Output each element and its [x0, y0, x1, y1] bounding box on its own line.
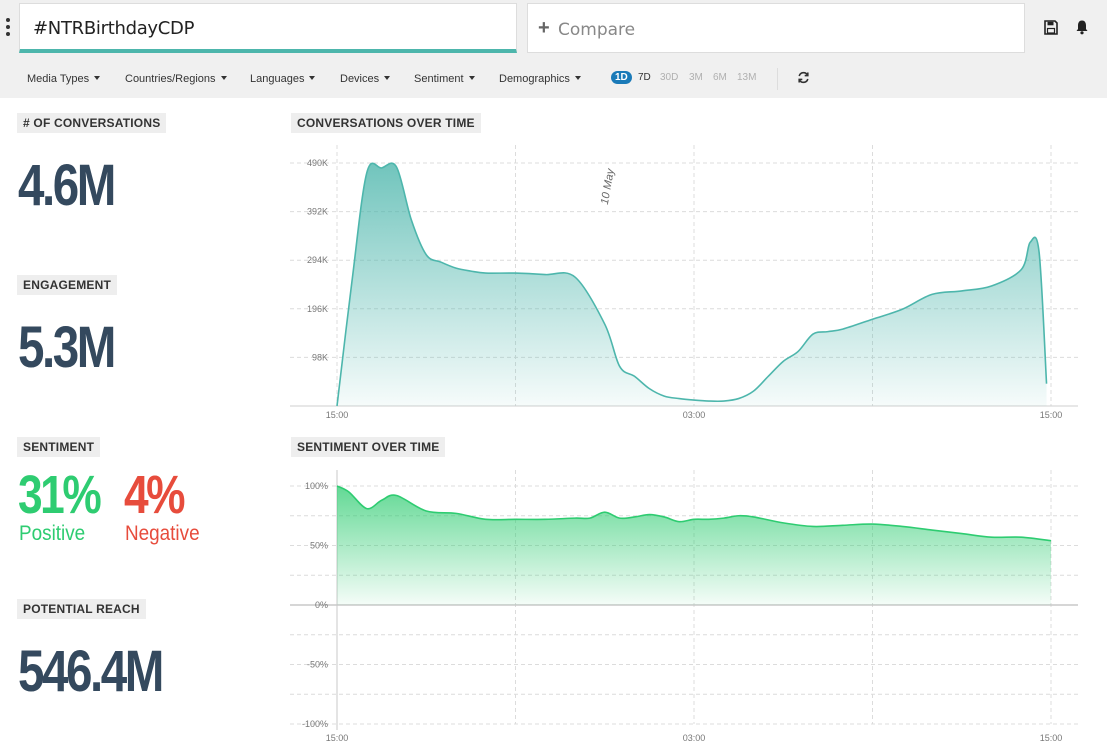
- caret-down-icon: [220, 76, 227, 80]
- positive-value: 31%: [18, 465, 102, 525]
- filter-languages[interactable]: Languages: [250, 73, 316, 85]
- x-tick-label: 15:00: [326, 733, 349, 743]
- refresh-icon[interactable]: [797, 71, 810, 84]
- engagement-label: ENGAGEMENT: [17, 275, 118, 295]
- x-tick-label: 15:00: [1040, 410, 1063, 420]
- filter-countries-regions[interactable]: Countries/Regions: [125, 73, 227, 85]
- sentiment-chart: 100% 50% 0% -50% -100% 15:00 03:00 15:00: [290, 470, 1078, 743]
- conversations-label: # OF CONVERSATIONS: [17, 113, 167, 133]
- x-tick-label: 03:00: [683, 410, 706, 420]
- filter-label: Sentiment: [414, 73, 464, 85]
- conversations-chart-title: CONVERSATIONS OVER TIME: [291, 113, 481, 133]
- engagement-value: 5.3M: [18, 315, 116, 380]
- x-tick-label: 03:00: [683, 733, 706, 743]
- compare-placeholder: Compare: [558, 20, 636, 40]
- range-30d[interactable]: 30D: [660, 72, 679, 83]
- sentiment-area: [337, 486, 1051, 605]
- y-tick-label: 294K: [307, 255, 328, 265]
- compare-field[interactable]: + Compare: [527, 3, 1025, 53]
- conversations-value: 4.6M: [18, 153, 116, 218]
- negative-label: Negative: [125, 522, 200, 545]
- filter-devices[interactable]: Devices: [340, 73, 391, 85]
- caret-down-icon: [468, 76, 475, 80]
- filter-label: Languages: [250, 73, 305, 85]
- filter-label: Devices: [340, 73, 380, 85]
- positive-label: Positive: [19, 522, 86, 545]
- y-tick-label: 100%: [305, 481, 328, 491]
- filter-demographics[interactable]: Demographics: [499, 73, 581, 85]
- range-6m[interactable]: 6M: [713, 72, 727, 83]
- conversations-chart: 98K 196K 294K 392K 490K 15:00 03:00 15:00 10 May: [290, 145, 1078, 420]
- sentiment-label: SENTIMENT: [17, 437, 101, 457]
- range-1d[interactable]: 1D: [611, 71, 632, 84]
- filter-sentiment[interactable]: Sentiment: [414, 73, 475, 85]
- y-tick-label: -100%: [302, 719, 328, 729]
- y-tick-label: 490K: [307, 158, 328, 168]
- search-query-field[interactable]: #NTRBirthdayCDP: [19, 3, 517, 53]
- x-tick-label: 15:00: [1040, 733, 1063, 743]
- sentiment-chart-title: SENTIMENT OVER TIME: [291, 437, 446, 457]
- save-icon[interactable]: [1044, 20, 1058, 35]
- y-tick-label: -50%: [307, 660, 328, 670]
- conversations-area: [337, 163, 1047, 406]
- range-13m[interactable]: 13M: [737, 72, 757, 83]
- y-tick-label: 392K: [307, 207, 328, 217]
- y-tick-label: 98K: [312, 352, 328, 362]
- y-tick-label: 0%: [315, 600, 328, 610]
- filter-media-types[interactable]: Media Types: [27, 73, 101, 85]
- reach-value: 546.4M: [18, 639, 164, 704]
- divider: [777, 68, 778, 90]
- reach-label: POTENTIAL REACH: [17, 599, 146, 619]
- negative-value: 4%: [124, 465, 186, 525]
- range-3m[interactable]: 3M: [689, 72, 703, 83]
- caret-down-icon: [309, 76, 316, 80]
- filter-bar: Media Types Countries/Regions Languages …: [0, 58, 1107, 98]
- filter-label: Demographics: [499, 73, 570, 85]
- filter-label: Countries/Regions: [125, 73, 216, 85]
- y-tick-label: 50%: [310, 541, 328, 551]
- filter-label: Media Types: [27, 73, 90, 85]
- caret-down-icon: [384, 76, 391, 80]
- date-annotation: 10 May: [599, 166, 617, 205]
- plus-icon: +: [538, 17, 550, 39]
- range-7d[interactable]: 7D: [638, 72, 651, 83]
- bell-icon[interactable]: [1075, 19, 1089, 35]
- caret-down-icon: [574, 76, 581, 80]
- kebab-menu-icon[interactable]: [5, 18, 11, 40]
- y-tick-label: 196K: [307, 304, 328, 314]
- search-query-text: #NTRBirthdayCDP: [33, 18, 195, 39]
- x-tick-label: 15:00: [326, 410, 349, 420]
- caret-down-icon: [94, 76, 101, 80]
- top-bar: #NTRBirthdayCDP + Compare: [0, 0, 1107, 58]
